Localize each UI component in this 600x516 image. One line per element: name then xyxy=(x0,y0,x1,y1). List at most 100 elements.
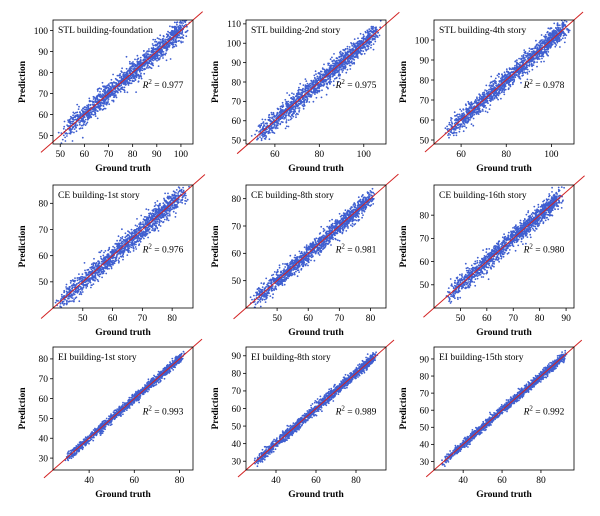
data-point xyxy=(315,96,318,99)
data-point xyxy=(126,79,128,82)
data-point xyxy=(156,53,159,55)
data-point xyxy=(128,69,131,72)
data-point xyxy=(510,76,512,79)
data-point xyxy=(514,60,517,63)
data-point xyxy=(160,55,162,58)
data-point xyxy=(272,113,274,116)
data-point xyxy=(338,72,340,74)
data-point xyxy=(351,48,354,51)
data-point xyxy=(107,98,110,100)
data-point xyxy=(168,209,171,212)
data-point xyxy=(558,39,561,42)
data-point xyxy=(562,30,565,33)
data-point xyxy=(104,103,106,105)
data-point xyxy=(525,68,527,71)
data-point xyxy=(118,85,120,87)
data-point xyxy=(349,56,352,59)
data-point xyxy=(294,110,297,113)
data-point xyxy=(290,117,293,120)
data-point xyxy=(372,31,374,34)
data-point xyxy=(250,135,253,137)
data-point xyxy=(302,107,305,110)
data-point xyxy=(174,28,177,30)
data-point xyxy=(124,73,127,76)
data-point xyxy=(328,80,331,83)
data-point xyxy=(496,97,498,99)
data-point xyxy=(182,41,184,43)
data-point xyxy=(172,210,175,213)
data-point xyxy=(276,124,279,127)
data-point xyxy=(303,99,306,102)
data-point xyxy=(65,132,68,135)
data-point xyxy=(74,123,77,125)
data-point xyxy=(564,37,567,39)
data-point xyxy=(488,88,490,91)
data-point xyxy=(163,218,166,221)
y-tick-label: 90 xyxy=(232,59,242,69)
data-point xyxy=(77,108,80,110)
data-point xyxy=(468,116,470,119)
data-point xyxy=(96,97,99,100)
data-point xyxy=(458,113,461,116)
data-point xyxy=(94,111,96,114)
data-point xyxy=(518,77,521,79)
data-point xyxy=(307,93,310,96)
data-point xyxy=(166,38,169,41)
data-point xyxy=(450,119,452,121)
data-point xyxy=(104,85,106,87)
data-point xyxy=(295,112,298,115)
data-point xyxy=(474,108,476,111)
data-point xyxy=(57,131,60,134)
data-point xyxy=(466,122,469,124)
data-point xyxy=(339,66,341,69)
data-point xyxy=(332,64,334,67)
data-point xyxy=(129,62,132,65)
data-point xyxy=(72,114,74,117)
data-point xyxy=(565,20,568,23)
data-point xyxy=(362,50,365,53)
data-point xyxy=(501,73,503,76)
data-point xyxy=(148,50,151,53)
data-point xyxy=(112,86,115,89)
data-point xyxy=(349,64,352,67)
data-point xyxy=(521,57,524,59)
data-point xyxy=(327,64,330,66)
data-point xyxy=(127,251,130,254)
data-point xyxy=(100,101,103,104)
data-point xyxy=(94,101,97,103)
data-point xyxy=(477,108,480,111)
data-point xyxy=(122,88,125,91)
data-point xyxy=(304,88,307,90)
data-point xyxy=(516,67,519,70)
data-point xyxy=(545,48,547,51)
data-point xyxy=(317,78,320,81)
data-point xyxy=(350,43,353,45)
data-point xyxy=(473,111,476,114)
data-point xyxy=(526,71,529,74)
data-point xyxy=(325,93,328,96)
data-point xyxy=(551,34,554,37)
data-point xyxy=(63,125,66,128)
data-point xyxy=(491,97,494,100)
data-point xyxy=(172,34,174,36)
data-point xyxy=(151,229,154,232)
data-point xyxy=(112,94,115,96)
data-point xyxy=(267,118,270,121)
x-tick-label: 100 xyxy=(357,150,372,160)
data-point xyxy=(478,93,481,96)
data-point xyxy=(462,125,464,128)
data-point xyxy=(282,115,285,118)
data-point xyxy=(447,134,449,137)
data-point xyxy=(374,40,377,43)
data-point xyxy=(510,78,512,81)
data-point xyxy=(280,121,283,123)
data-point xyxy=(175,41,178,44)
data-point xyxy=(356,44,359,47)
data-point xyxy=(277,119,280,121)
data-point xyxy=(542,51,545,54)
data-point xyxy=(335,77,338,79)
data-point xyxy=(157,65,160,67)
data-point xyxy=(254,133,256,136)
x-tick-label: 60 xyxy=(270,150,280,160)
